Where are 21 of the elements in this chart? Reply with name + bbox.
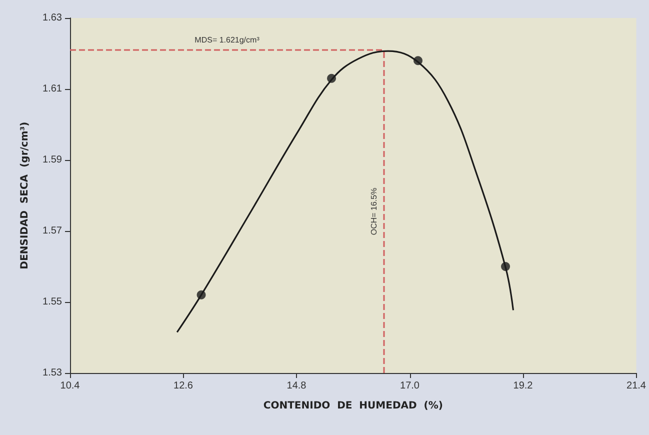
point [501,262,510,271]
x-tick-label: 21.4 [626,380,646,392]
y-tick-label: 1.59 [42,154,62,166]
ref-line-label: OCH= 16.5% [370,188,379,236]
y-tick-label: 1.61 [42,84,62,94]
ref-line-label: MDS= 1.621g/cm³ [194,35,260,44]
x-tick-label: 17.0 [400,380,420,392]
y-tick-label: 1.63 [42,12,62,24]
y-tick-label: 1.55 [42,296,62,308]
y-tick-label: 1.53 [42,368,62,378]
y-tick-label: 1.57 [42,226,62,236]
x-tick-label: 10.4 [60,380,80,392]
x-tick-label: 14.8 [286,380,307,392]
point [196,290,206,300]
x-tick-label: 12.6 [174,380,194,392]
y-axis-title: DENSIDAD SECA (gr/cm³) [20,122,30,270]
x-tick-label: 19.2 [513,380,534,392]
x-axis-title: CONTENIDO DE HUMEDAD (%) [263,400,443,412]
line-series [176,50,514,333]
point [327,74,336,83]
point [414,56,422,66]
